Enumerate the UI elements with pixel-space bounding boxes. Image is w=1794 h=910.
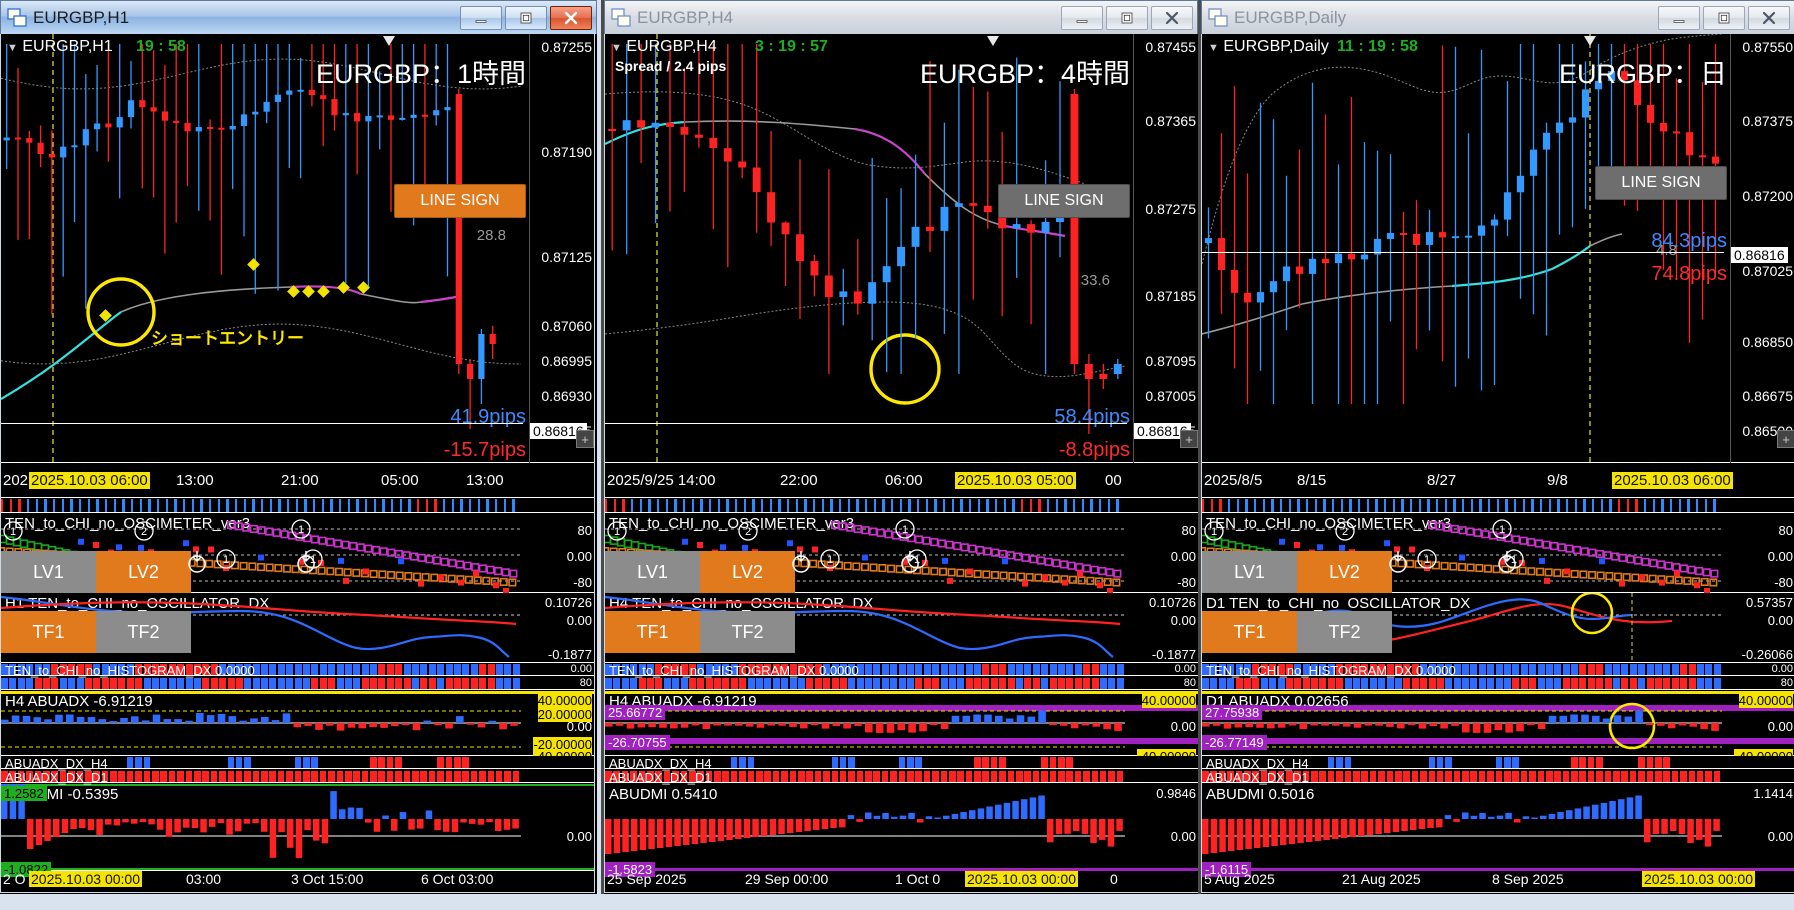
- svg-text:1: 1: [827, 554, 833, 566]
- svg-text:2: 2: [745, 526, 751, 538]
- svg-text:ショートエントリー: ショートエントリー: [151, 329, 304, 348]
- svg-text:1: 1: [1211, 526, 1217, 538]
- svg-text:1: 1: [10, 526, 16, 538]
- svg-text:1: 1: [223, 554, 229, 566]
- svg-text:2: 2: [141, 526, 147, 538]
- svg-text:1: 1: [298, 524, 304, 536]
- svg-text:1: 1: [1499, 524, 1505, 536]
- svg-text:1: 1: [1424, 554, 1430, 566]
- svg-text:1: 1: [902, 524, 908, 536]
- svg-text:2: 2: [1342, 526, 1348, 538]
- svg-text:1: 1: [614, 526, 620, 538]
